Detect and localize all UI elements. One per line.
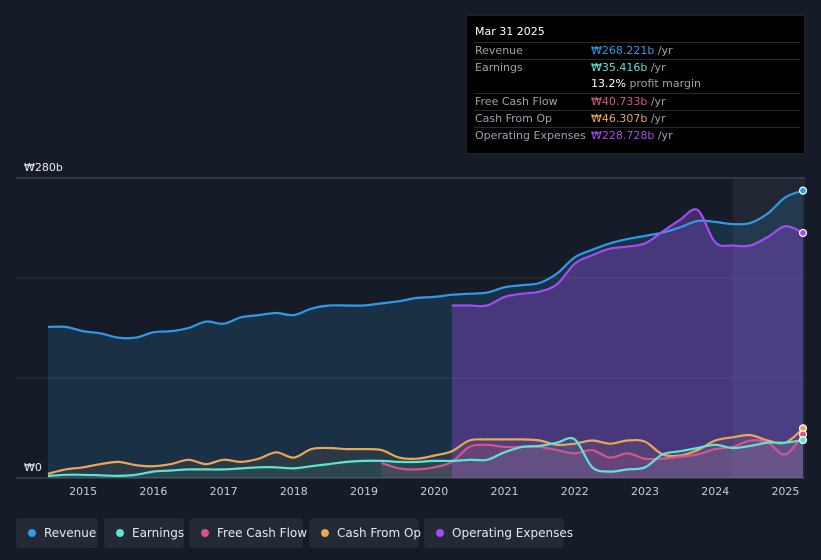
tooltip-value: ₩268.221b: [591, 44, 655, 57]
x-tick-label: 2021: [491, 485, 519, 498]
legend-cash-from-op[interactable]: Cash From Op: [309, 518, 422, 548]
tooltip-unit: /yr: [654, 44, 673, 57]
tooltip-label: Cash From Op: [475, 112, 553, 125]
series-line-revenue: [47, 189, 804, 340]
tooltip-row-earnings: Earnings ₩35.416b /yr: [474, 59, 800, 76]
x-tick-label: 2019: [350, 485, 378, 498]
tooltip-label: Earnings: [475, 61, 523, 74]
x-tick-label: 2015: [69, 485, 97, 498]
tooltip-unit: /yr: [647, 95, 666, 108]
y-axis-label-top: ₩280b: [24, 161, 63, 174]
series-area-cash_from_op: [48, 428, 803, 478]
x-tick-label: 2018: [280, 485, 308, 498]
legend-revenue[interactable]: Revenue: [16, 518, 98, 548]
legend-label: Earnings: [132, 526, 185, 540]
tooltip-unit: /yr: [647, 61, 666, 74]
legend-earnings[interactable]: Earnings: [104, 518, 184, 548]
legend-label: Free Cash Flow: [217, 526, 308, 540]
tooltip-value: ₩46.307b: [591, 112, 648, 125]
x-tick-label: 2025: [771, 485, 799, 498]
tooltip-unit: /yr: [647, 112, 666, 125]
tooltip-value: 13.2%: [591, 77, 626, 90]
tooltip-label: Operating Expenses: [475, 129, 586, 142]
x-tick-label: 2016: [139, 485, 167, 498]
tooltip-row-profit-margin: 13.2% profit margin: [474, 76, 800, 93]
chart-area: ₩280b ₩0 2015 2016 2017 2018 2019 2020 2021 2022 2…: [16, 161, 808, 498]
legend-label: Cash From Op: [337, 526, 422, 540]
tooltip-value: ₩35.416b: [591, 61, 648, 74]
legend-dot: [201, 529, 209, 537]
series-area-revenue: [48, 190, 803, 478]
x-tick-label: 2020: [420, 485, 448, 498]
series-end-dot-earnings: [798, 435, 808, 445]
series-end-dot-revenue: [798, 186, 808, 195]
tooltip-label: Revenue: [475, 44, 523, 57]
tooltip-unit: /yr: [654, 129, 673, 142]
tooltip-label: Free Cash Flow: [475, 95, 558, 108]
legend-dot: [28, 529, 36, 537]
data-tooltip: Mar 31 2025 Revenue ₩268.221b /yr Earnin…: [466, 15, 805, 154]
legend-label: Operating Expenses: [452, 526, 573, 540]
x-tick-label: 2017: [210, 485, 238, 498]
tooltip-row-operating-expenses: Operating Expenses ₩228.728b /yr: [474, 127, 800, 144]
series-area-earnings: [48, 438, 803, 478]
y-axis-label-zero: ₩0: [24, 461, 42, 474]
series-line-operating_expenses: [451, 208, 804, 308]
legend-label: Revenue: [44, 526, 97, 540]
x-tick-label: 2024: [701, 485, 729, 498]
legend-free-cash-flow[interactable]: Free Cash Flow: [189, 518, 307, 548]
legend-dot: [436, 529, 444, 537]
tooltip-row-free-cash-flow: Free Cash Flow ₩40.733b /yr: [474, 93, 800, 110]
series-end-dot-operating_expenses: [798, 228, 808, 238]
tooltip-value: ₩228.728b: [591, 129, 655, 142]
legend-operating-expenses[interactable]: Operating Expenses: [424, 518, 573, 548]
x-tick-label: 2023: [631, 485, 659, 498]
series-area-operating_expenses: [451, 209, 803, 478]
series-line-cash_from_op: [47, 427, 804, 475]
series-line-earnings: [47, 436, 804, 477]
tooltip-value: ₩40.733b: [591, 95, 648, 108]
legend-dot: [116, 529, 124, 537]
legend-dot: [321, 529, 329, 537]
tooltip-unit: profit margin: [625, 77, 701, 90]
tooltip-row-cash-from-op: Cash From Op ₩46.307b /yr: [474, 110, 800, 127]
tooltip-row-revenue: Revenue ₩268.221b /yr: [474, 42, 800, 59]
x-tick-label: 2022: [561, 485, 589, 498]
tooltip-date: Mar 31 2025: [475, 25, 545, 38]
